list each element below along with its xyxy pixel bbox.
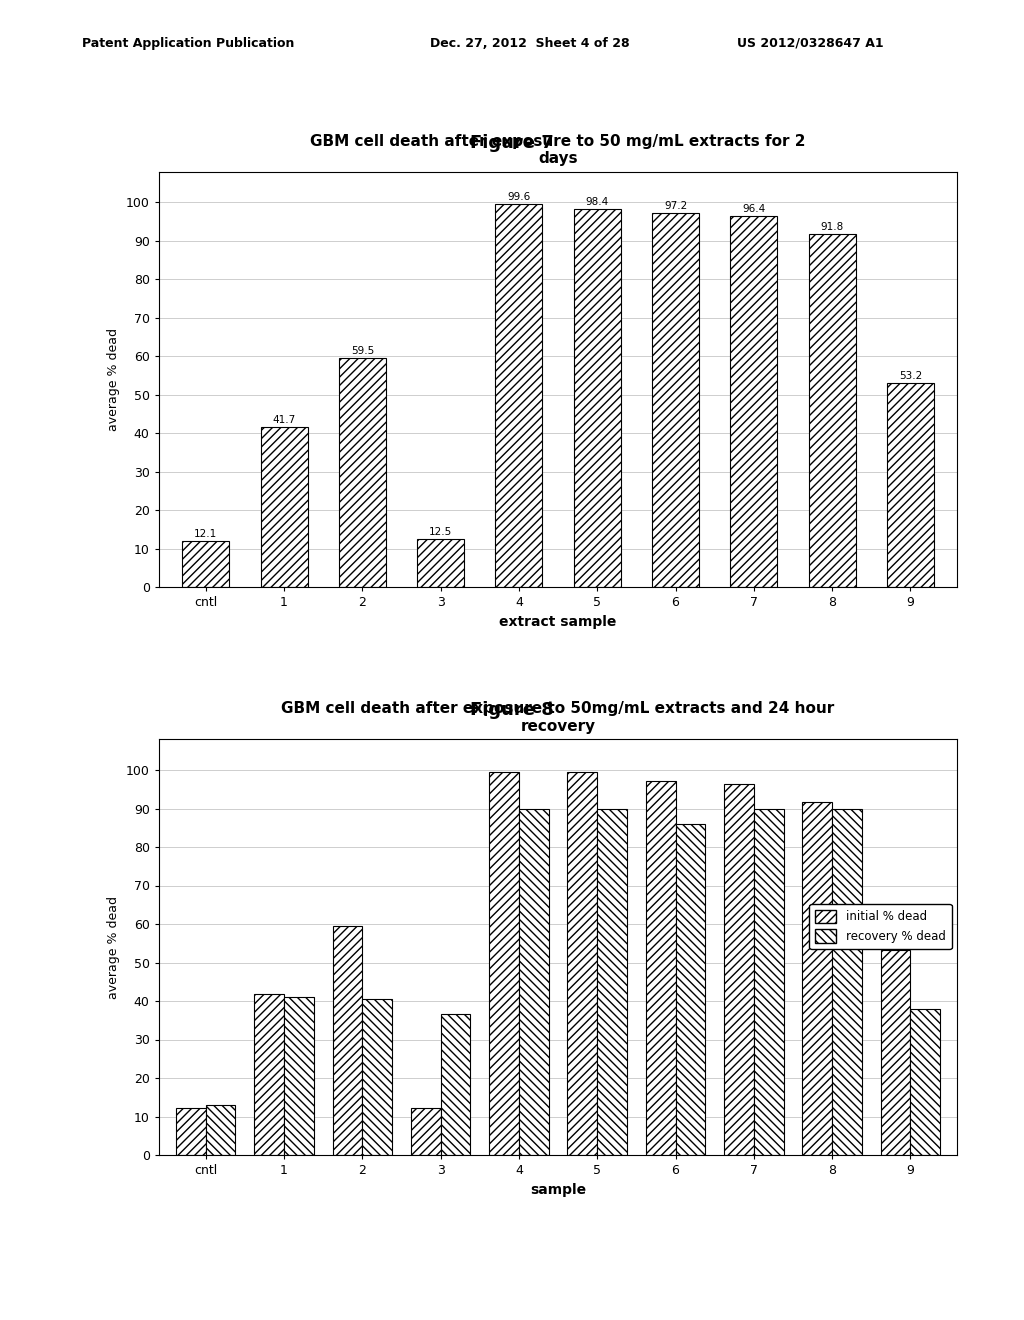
Text: 12.5: 12.5 — [429, 528, 453, 537]
Bar — [489, 771, 519, 1155]
Text: Patent Application Publication: Patent Application Publication — [82, 37, 294, 50]
Text: 97.2: 97.2 — [664, 201, 687, 211]
Legend: initial % dead, recovery % dead: initial % dead, recovery % dead — [809, 904, 951, 949]
Text: 91.8: 91.8 — [820, 222, 844, 232]
Bar — [809, 234, 856, 587]
Text: 12.1: 12.1 — [195, 529, 217, 539]
Bar — [833, 808, 862, 1155]
Bar — [440, 1015, 470, 1155]
Bar — [339, 358, 386, 587]
Bar — [284, 997, 313, 1155]
Bar — [754, 808, 783, 1155]
Bar — [646, 781, 676, 1155]
Bar — [254, 994, 284, 1155]
Bar — [411, 1109, 440, 1155]
Bar — [730, 216, 777, 587]
Bar — [519, 808, 549, 1155]
Text: 41.7: 41.7 — [272, 414, 296, 425]
Bar — [260, 426, 307, 587]
Bar — [182, 541, 229, 587]
X-axis label: sample: sample — [530, 1183, 586, 1197]
Bar — [910, 1008, 940, 1155]
Bar — [803, 801, 833, 1155]
Bar — [881, 950, 910, 1155]
Text: 99.6: 99.6 — [507, 191, 530, 202]
Bar — [206, 1105, 236, 1155]
Text: 96.4: 96.4 — [742, 205, 766, 214]
Y-axis label: average % dead: average % dead — [108, 895, 120, 999]
Bar — [567, 771, 597, 1155]
Title: GBM cell death after exposure to 50 mg/mL extracts for 2
days: GBM cell death after exposure to 50 mg/m… — [310, 133, 806, 166]
Text: 59.5: 59.5 — [350, 346, 374, 356]
Text: 53.2: 53.2 — [899, 371, 922, 380]
Title: GBM cell death after exposure to 50mg/mL extracts and 24 hour
recovery: GBM cell death after exposure to 50mg/mL… — [282, 701, 835, 734]
Bar — [417, 540, 464, 587]
Bar — [652, 213, 699, 587]
Text: Figure 8: Figure 8 — [470, 701, 554, 719]
Y-axis label: average % dead: average % dead — [108, 327, 120, 432]
Bar — [496, 205, 543, 587]
Bar — [887, 383, 934, 587]
Bar — [362, 999, 392, 1155]
Bar — [176, 1109, 206, 1155]
Bar — [333, 925, 362, 1155]
Bar — [597, 808, 627, 1155]
Text: Figure 7: Figure 7 — [470, 133, 554, 152]
Bar — [724, 784, 754, 1155]
Bar — [676, 824, 706, 1155]
Text: US 2012/0328647 A1: US 2012/0328647 A1 — [737, 37, 884, 50]
Text: 98.4: 98.4 — [586, 197, 609, 207]
Text: Dec. 27, 2012  Sheet 4 of 28: Dec. 27, 2012 Sheet 4 of 28 — [430, 37, 630, 50]
X-axis label: extract sample: extract sample — [500, 615, 616, 630]
Bar — [573, 209, 621, 587]
